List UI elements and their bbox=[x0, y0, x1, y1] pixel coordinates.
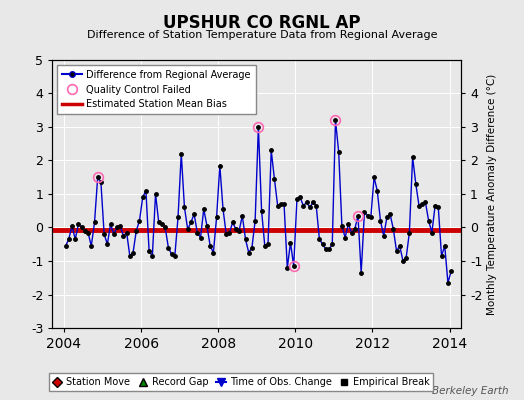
Legend: Station Move, Record Gap, Time of Obs. Change, Empirical Break: Station Move, Record Gap, Time of Obs. C… bbox=[49, 373, 433, 391]
Text: Berkeley Earth: Berkeley Earth bbox=[432, 386, 508, 396]
Legend: Difference from Regional Average, Quality Control Failed, Estimated Station Mean: Difference from Regional Average, Qualit… bbox=[57, 65, 256, 114]
Text: Difference of Station Temperature Data from Regional Average: Difference of Station Temperature Data f… bbox=[87, 30, 437, 40]
Y-axis label: Monthly Temperature Anomaly Difference (°C): Monthly Temperature Anomaly Difference (… bbox=[487, 73, 497, 315]
Text: UPSHUR CO RGNL AP: UPSHUR CO RGNL AP bbox=[163, 14, 361, 32]
